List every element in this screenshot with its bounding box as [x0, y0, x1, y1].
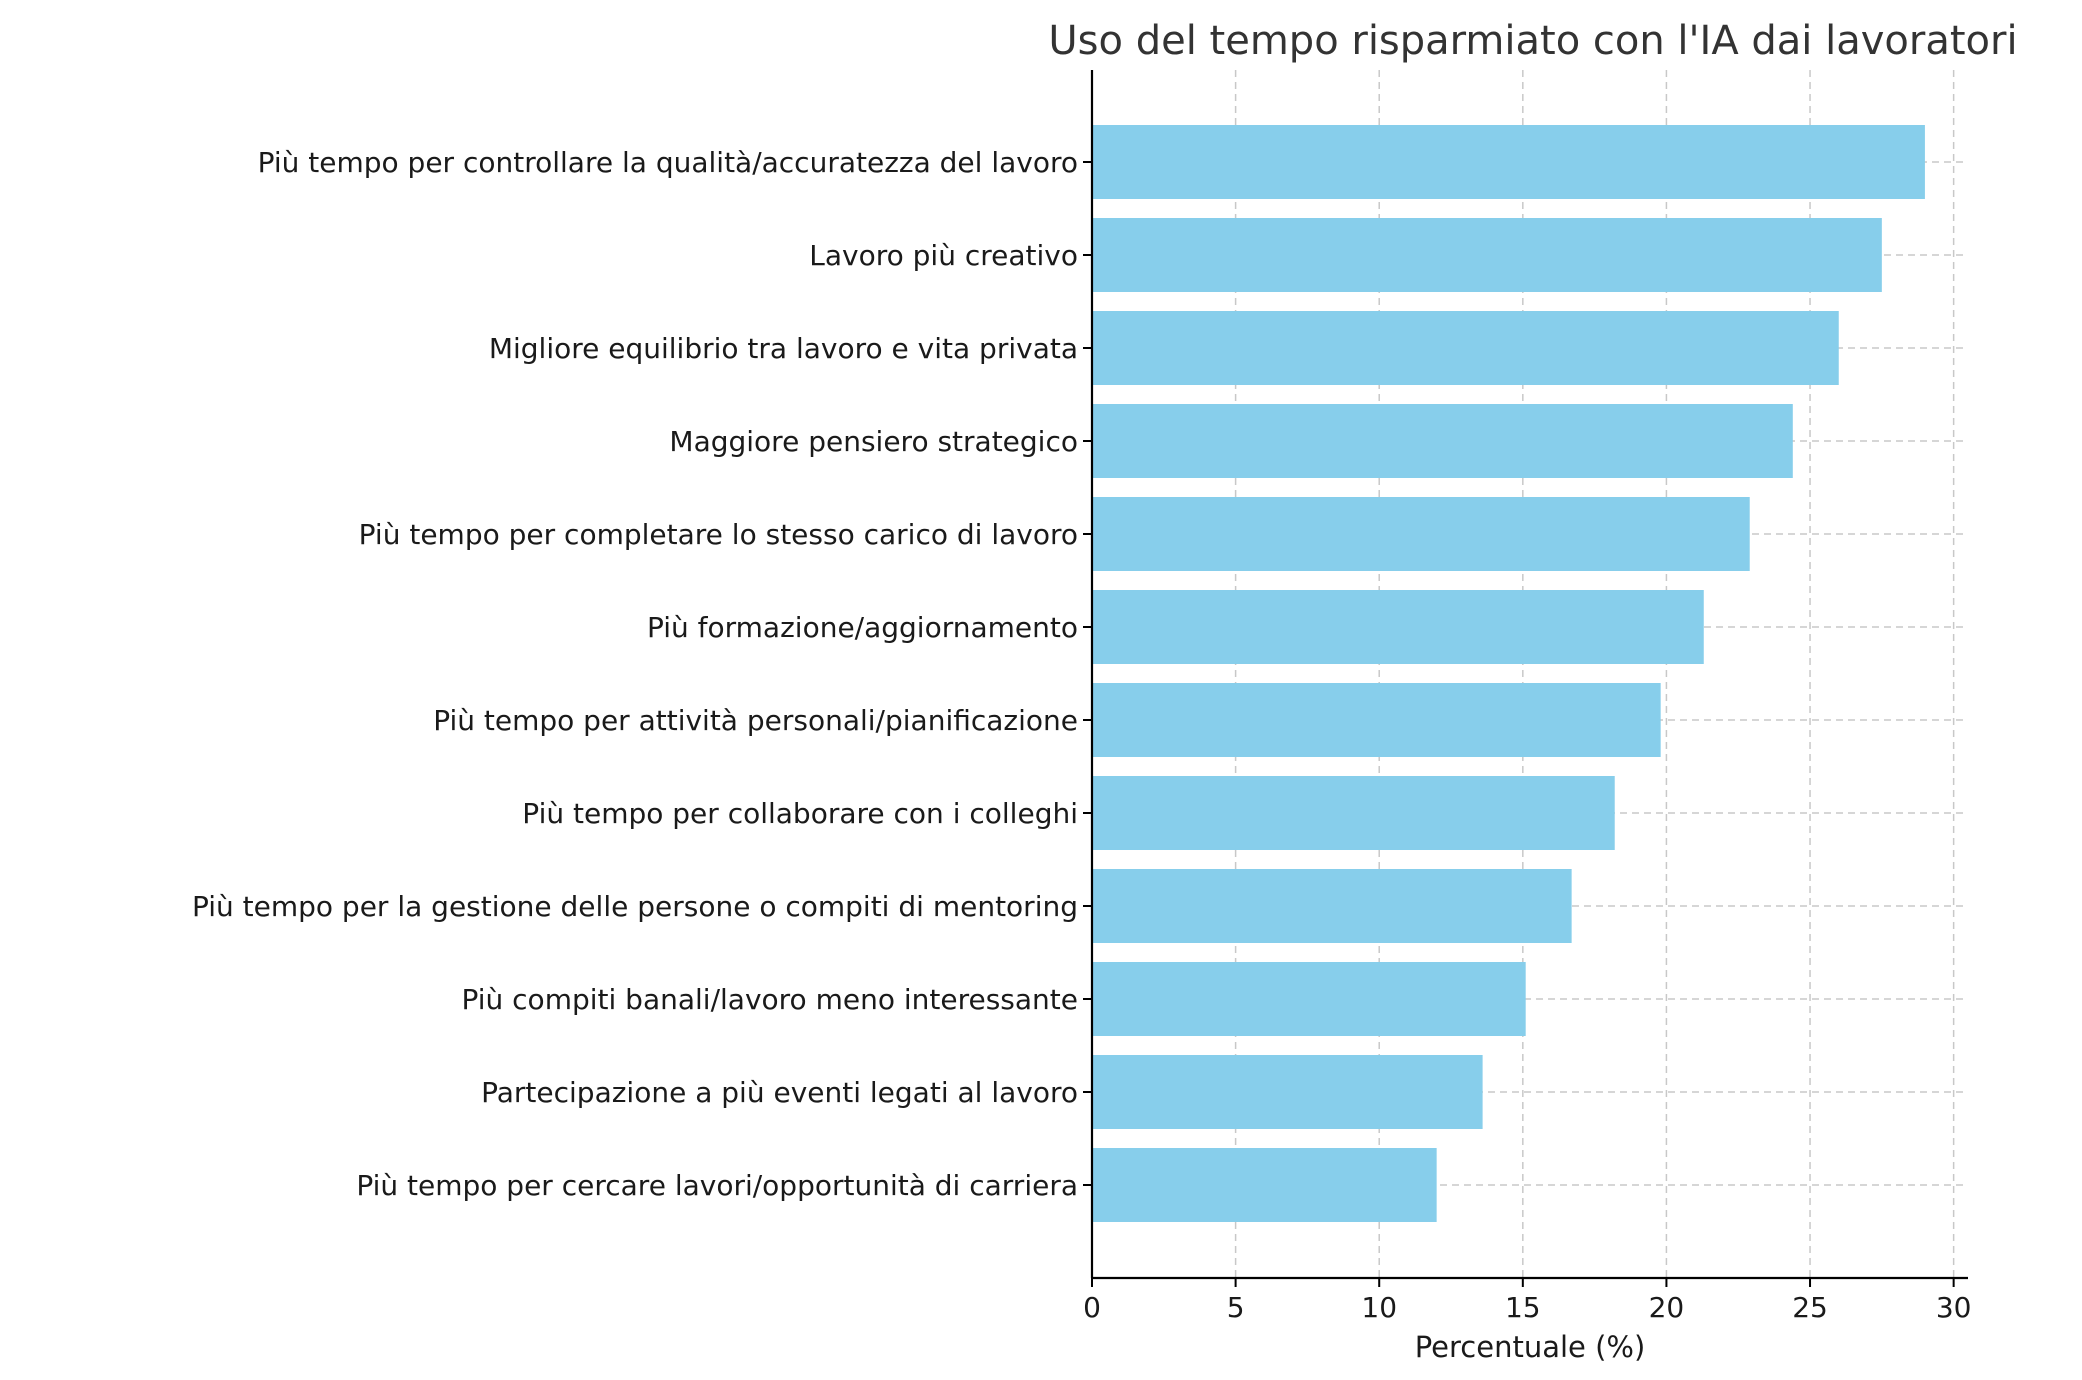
y-tick-label: Più compiti banali/lavoro meno interessa…: [461, 983, 1078, 1016]
x-tick-label: 15: [1505, 1291, 1541, 1324]
bars: [1092, 125, 1925, 1222]
y-tick-label: Più tempo per collaborare con i colleghi: [522, 797, 1078, 830]
x-tick-label: 10: [1361, 1291, 1397, 1324]
chart-title: Uso del tempo risparmiato con l'IA dai l…: [1048, 18, 2017, 64]
x-tick-label: 0: [1083, 1291, 1101, 1324]
bar: [1092, 218, 1882, 292]
x-axis-label: Percentuale (%): [1415, 1330, 1646, 1364]
bar: [1092, 962, 1526, 1036]
y-tick-label: Più tempo per completare lo stesso caric…: [359, 518, 1078, 551]
axes: [1083, 70, 1968, 1287]
y-tick-label: Più tempo per la gestione delle persone …: [192, 890, 1078, 923]
x-tick-label: 20: [1649, 1291, 1685, 1324]
x-tick-label: 30: [1936, 1291, 1972, 1324]
y-tick-label: Più formazione/aggiornamento: [647, 611, 1078, 644]
y-tick-label: Più tempo per cercare lavori/opportunità…: [356, 1169, 1078, 1202]
bar: [1092, 311, 1839, 385]
bar: [1092, 497, 1750, 571]
x-tick-label: 25: [1792, 1291, 1828, 1324]
bar: [1092, 683, 1661, 757]
y-tick-label: Migliore equilibrio tra lavoro e vita pr…: [489, 332, 1078, 365]
labels: Più tempo per controllare la qualità/acc…: [192, 146, 1972, 1324]
bar: [1092, 869, 1572, 943]
bar: [1092, 590, 1704, 664]
y-tick-label: Maggiore pensiero strategico: [669, 425, 1078, 458]
bar: [1092, 776, 1615, 850]
y-tick-label: Più tempo per controllare la qualità/acc…: [258, 146, 1078, 179]
x-tick-label: 5: [1227, 1291, 1245, 1324]
y-tick-label: Partecipazione a più eventi legati al la…: [481, 1076, 1078, 1109]
bar: [1092, 1148, 1437, 1222]
bar: [1092, 125, 1925, 199]
y-tick-label: Più tempo per attività personali/pianifi…: [433, 704, 1078, 737]
y-tick-label: Lavoro più creativo: [809, 239, 1078, 272]
bar: [1092, 404, 1793, 478]
bar: [1092, 1055, 1483, 1129]
